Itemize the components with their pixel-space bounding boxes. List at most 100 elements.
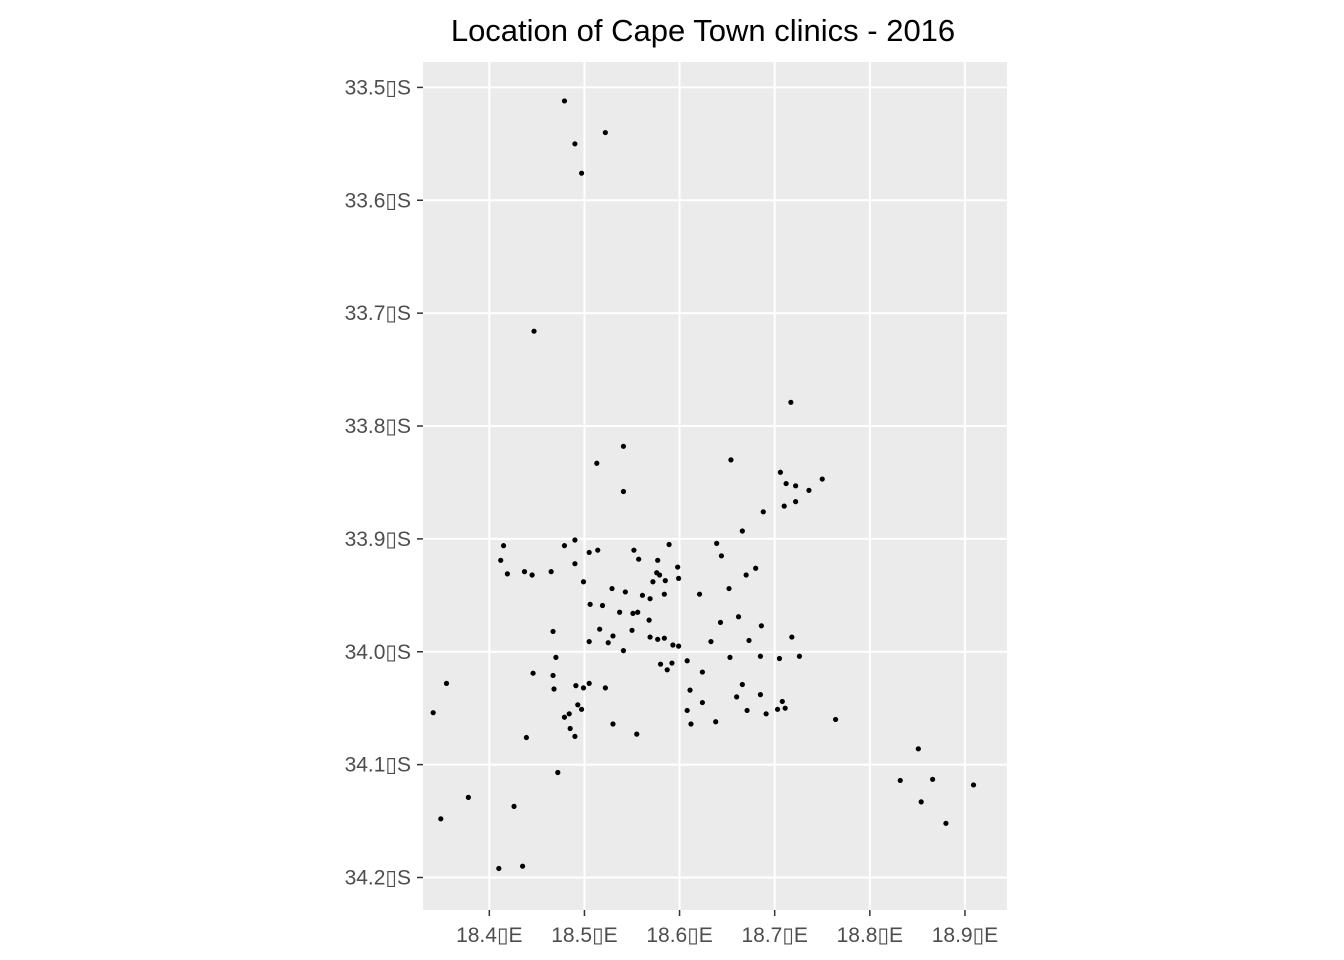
clinic-point	[580, 579, 587, 585]
clinic-point	[708, 638, 714, 645]
clinic-point	[465, 794, 471, 800]
clinic-point	[609, 585, 615, 592]
clinic-point	[548, 569, 554, 575]
clinic-point	[572, 141, 578, 147]
clinic-point	[634, 731, 640, 737]
x-tick-label: 18.7▯E	[741, 924, 807, 947]
clinic-point	[553, 654, 559, 660]
panel-background	[423, 62, 1007, 910]
clinic-point	[970, 782, 977, 788]
clinic-point	[438, 816, 444, 822]
clinic-point	[661, 635, 667, 641]
clinic-point	[670, 642, 676, 648]
clinic-point	[739, 528, 745, 534]
clinic-point	[605, 640, 611, 646]
clinic-point	[727, 654, 733, 660]
clinic-point	[602, 129, 608, 136]
clinic-point	[789, 634, 795, 640]
clinic-point	[610, 721, 616, 727]
clinic-point	[521, 569, 528, 575]
clinic-point	[819, 476, 825, 482]
clinic-point	[572, 537, 578, 543]
clinic-point	[636, 556, 642, 562]
clinic-point	[897, 777, 903, 784]
clinic-point	[774, 706, 781, 712]
clinic-point	[915, 746, 921, 752]
clinic-point	[788, 399, 794, 405]
clinic-point	[602, 685, 608, 691]
clinic-point	[567, 725, 573, 732]
x-axis: 18.4▯E 18.5▯E 18.6▯E 18.7▯E 18.8▯E 18.9▯E	[456, 910, 998, 947]
clinic-point	[661, 591, 667, 597]
x-tick-label: 18.9▯E	[932, 924, 998, 947]
clinic-point	[578, 170, 585, 176]
plot-panel	[423, 62, 1007, 910]
clinic-point	[684, 707, 690, 714]
clinic-point	[726, 585, 732, 592]
clinic-point	[551, 686, 557, 692]
clinic-point	[713, 719, 719, 725]
clinic-point	[758, 623, 764, 629]
clinic-point	[744, 707, 750, 714]
clinic-point	[647, 634, 653, 640]
clinic-point	[687, 687, 693, 693]
chart-title: Location of Cape Town clinics - 2016	[451, 13, 955, 48]
clinic-point	[555, 769, 561, 776]
clinic-point	[430, 710, 436, 716]
clinic-point	[757, 692, 764, 698]
clinic-point	[594, 460, 600, 466]
clinic-point	[684, 658, 690, 664]
y-axis: 33.5▯S 33.6▯S 33.7▯S 33.8▯S 33.9▯S 34.0▯S 34.1…	[345, 76, 423, 889]
clinic-point	[930, 776, 936, 782]
clinic-point	[662, 578, 668, 584]
clinic-point	[599, 602, 606, 609]
clinic-point	[793, 483, 799, 489]
clinic-point	[500, 543, 507, 549]
clinic-point	[646, 617, 652, 623]
clinic-point	[511, 803, 517, 809]
clinic-point	[620, 488, 627, 495]
y-tick-label: 33.5▯S	[345, 76, 411, 99]
clinic-point	[753, 565, 759, 571]
clinic-point	[796, 653, 803, 659]
clinic-point	[631, 547, 637, 553]
clinic-point	[566, 711, 572, 717]
clinic-point	[688, 721, 694, 727]
clinic-point	[561, 543, 568, 549]
clinic-point	[783, 480, 789, 487]
y-tick-label: 33.9▯S	[345, 528, 411, 551]
clinic-point	[650, 579, 656, 585]
clinic-point	[760, 509, 766, 515]
clinic-point	[622, 589, 628, 595]
clinic-point	[530, 670, 536, 676]
clinic-point	[656, 572, 663, 578]
clinic-point	[728, 457, 734, 463]
clinic-point	[782, 705, 788, 711]
clinic-point	[699, 669, 705, 675]
clinic-point	[575, 702, 581, 708]
clinic-point	[504, 571, 510, 577]
clinic-point	[529, 572, 535, 578]
clinic-point	[943, 820, 949, 826]
clinic-point	[586, 638, 592, 645]
clinic-point	[573, 683, 579, 689]
clinic-point	[550, 672, 556, 679]
clinic-point	[806, 487, 812, 493]
y-tick-label: 33.8▯S	[345, 415, 411, 438]
clinic-point	[743, 572, 749, 578]
clinic-point	[666, 541, 672, 548]
clinic-point	[832, 716, 839, 723]
clinic-point	[918, 799, 924, 805]
clinic-point	[443, 680, 450, 686]
clinic-point	[587, 601, 593, 607]
clinic-point	[675, 564, 681, 570]
clinic-point	[639, 592, 646, 598]
clinic-point	[597, 626, 603, 632]
clinic-point	[734, 694, 740, 700]
clinic-point	[757, 653, 764, 659]
grid-lines	[423, 62, 1007, 910]
clinic-point	[610, 633, 616, 639]
clinic-point	[779, 698, 785, 705]
